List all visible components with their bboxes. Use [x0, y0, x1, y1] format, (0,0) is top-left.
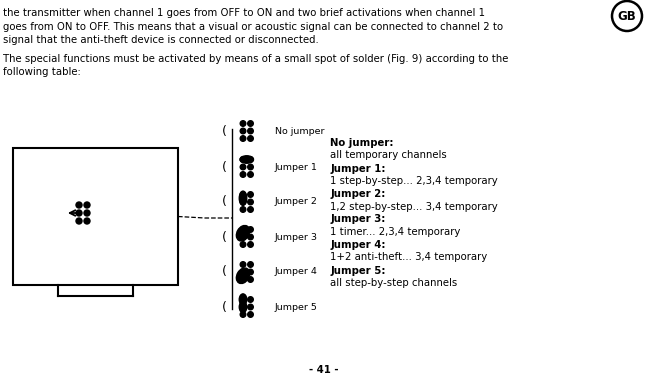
Circle shape [240, 121, 246, 126]
Circle shape [240, 277, 246, 282]
Circle shape [248, 136, 253, 141]
Circle shape [248, 297, 253, 302]
Ellipse shape [240, 156, 253, 163]
Circle shape [76, 218, 82, 224]
Text: (: ( [222, 195, 226, 209]
Text: GB: GB [618, 9, 636, 23]
Circle shape [248, 234, 253, 240]
Circle shape [84, 202, 90, 208]
Circle shape [248, 227, 253, 232]
Circle shape [240, 312, 246, 317]
Text: Jumper 2:: Jumper 2: [330, 189, 386, 199]
Text: 1,2 step-by-step... 3,4 temporary: 1,2 step-by-step... 3,4 temporary [330, 201, 498, 212]
Text: (: ( [222, 124, 226, 138]
Text: Jumper 4:: Jumper 4: [330, 240, 386, 250]
Circle shape [240, 136, 246, 141]
Circle shape [248, 304, 253, 310]
Text: 1+2 anti-theft... 3,4 temporary: 1+2 anti-theft... 3,4 temporary [330, 253, 487, 262]
Text: Jumper 3:: Jumper 3: [330, 214, 386, 225]
Circle shape [248, 172, 253, 177]
Circle shape [240, 304, 246, 310]
Circle shape [248, 192, 253, 197]
Circle shape [248, 199, 253, 205]
Circle shape [248, 242, 253, 247]
Circle shape [240, 262, 246, 267]
Circle shape [76, 202, 82, 208]
Circle shape [76, 210, 82, 216]
Text: 1 step-by-step... 2,3,4 temporary: 1 step-by-step... 2,3,4 temporary [330, 176, 498, 186]
Circle shape [240, 128, 246, 134]
Text: - 41 -: - 41 - [309, 365, 339, 375]
Ellipse shape [239, 301, 247, 313]
Bar [13, 148, 178, 285]
Text: Jumper 1:: Jumper 1: [330, 164, 386, 174]
Ellipse shape [237, 268, 249, 284]
Text: (: ( [222, 231, 226, 243]
Text: all temporary channels: all temporary channels [330, 150, 446, 161]
Circle shape [240, 207, 246, 212]
Text: following table:: following table: [3, 67, 81, 77]
Text: The special functions must be activated by means of a small spot of solder (Fig.: The special functions must be activated … [3, 54, 509, 64]
Circle shape [240, 164, 246, 170]
Text: Jumper 1: Jumper 1 [275, 163, 318, 172]
Circle shape [240, 234, 246, 240]
Circle shape [248, 207, 253, 212]
Text: Jumper 2: Jumper 2 [275, 197, 318, 206]
Circle shape [84, 218, 90, 224]
Circle shape [248, 121, 253, 126]
Circle shape [248, 269, 253, 275]
Text: all step-by-step channels: all step-by-step channels [330, 278, 457, 288]
Text: Jumper 4: Jumper 4 [275, 268, 318, 276]
Circle shape [240, 199, 246, 205]
Text: Jumper 5: Jumper 5 [275, 302, 318, 311]
Circle shape [84, 210, 90, 216]
Text: (: ( [222, 301, 226, 313]
Text: No jumper: No jumper [275, 127, 325, 135]
Circle shape [248, 277, 253, 282]
Text: (: ( [222, 161, 226, 174]
Circle shape [240, 157, 246, 162]
Text: No jumper:: No jumper: [330, 138, 393, 148]
Circle shape [240, 227, 246, 232]
Circle shape [612, 1, 642, 31]
Circle shape [240, 172, 246, 177]
Text: goes from ON to OFF. This means that a visual or acoustic signal can be connecte: goes from ON to OFF. This means that a v… [3, 22, 503, 31]
Circle shape [240, 192, 246, 197]
Ellipse shape [239, 191, 247, 205]
Text: (: ( [222, 265, 226, 279]
Text: signal that the anti-theft device is connected or disconnected.: signal that the anti-theft device is con… [3, 35, 319, 45]
Text: Jumper 5:: Jumper 5: [330, 265, 386, 276]
Circle shape [248, 262, 253, 267]
Text: 1 timer... 2,3,4 temporary: 1 timer... 2,3,4 temporary [330, 227, 460, 237]
Circle shape [248, 312, 253, 317]
Circle shape [240, 242, 246, 247]
Circle shape [248, 164, 253, 170]
Circle shape [248, 128, 253, 134]
Ellipse shape [239, 294, 247, 305]
Text: Jumper 3: Jumper 3 [275, 232, 318, 242]
Circle shape [240, 269, 246, 275]
Text: the transmitter when channel 1 goes from OFF to ON and two brief activations whe: the transmitter when channel 1 goes from… [3, 8, 485, 18]
Circle shape [240, 297, 246, 302]
Ellipse shape [237, 226, 249, 241]
Circle shape [248, 157, 253, 162]
